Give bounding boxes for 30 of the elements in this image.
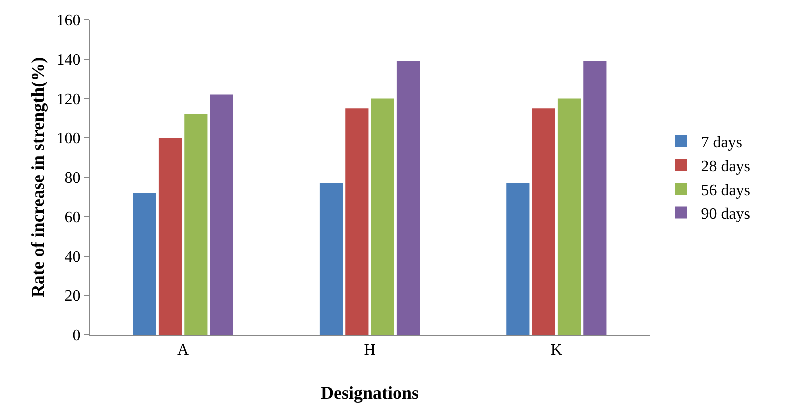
x-axis-title: Designations [320, 383, 420, 403]
bar [558, 98, 582, 335]
y-tick-label: 40 [64, 248, 81, 266]
legend-label: 90 days [701, 206, 751, 224]
legend-label: 56 days [701, 182, 751, 200]
bar [506, 183, 530, 335]
y-tick-label: 120 [56, 91, 81, 108]
bar [371, 98, 394, 335]
y-tick-label: 100 [56, 130, 81, 148]
bar [184, 114, 208, 335]
bar [346, 108, 369, 335]
y-tick-label: 160 [56, 12, 81, 30]
y-tick-label: 20 [64, 288, 81, 306]
bar [584, 61, 607, 335]
y-tick-label: 140 [56, 52, 81, 69]
y-axis-title: Rate of increase in strength(%) [28, 57, 48, 298]
bar [133, 193, 156, 335]
y-tick-label: 60 [64, 209, 81, 226]
x-tick-label: A [178, 342, 190, 360]
legend-label: 7 days [701, 134, 743, 152]
y-tick-label: 0 [72, 328, 81, 345]
bar [320, 183, 344, 335]
x-tick-label: K [550, 342, 563, 360]
bar [158, 138, 182, 335]
y-tick-label: 80 [64, 170, 81, 188]
bar [210, 94, 234, 335]
x-tick-label: H [364, 342, 376, 360]
legend-label: 28 days [701, 158, 751, 176]
bar [396, 61, 420, 335]
bar [532, 108, 556, 335]
